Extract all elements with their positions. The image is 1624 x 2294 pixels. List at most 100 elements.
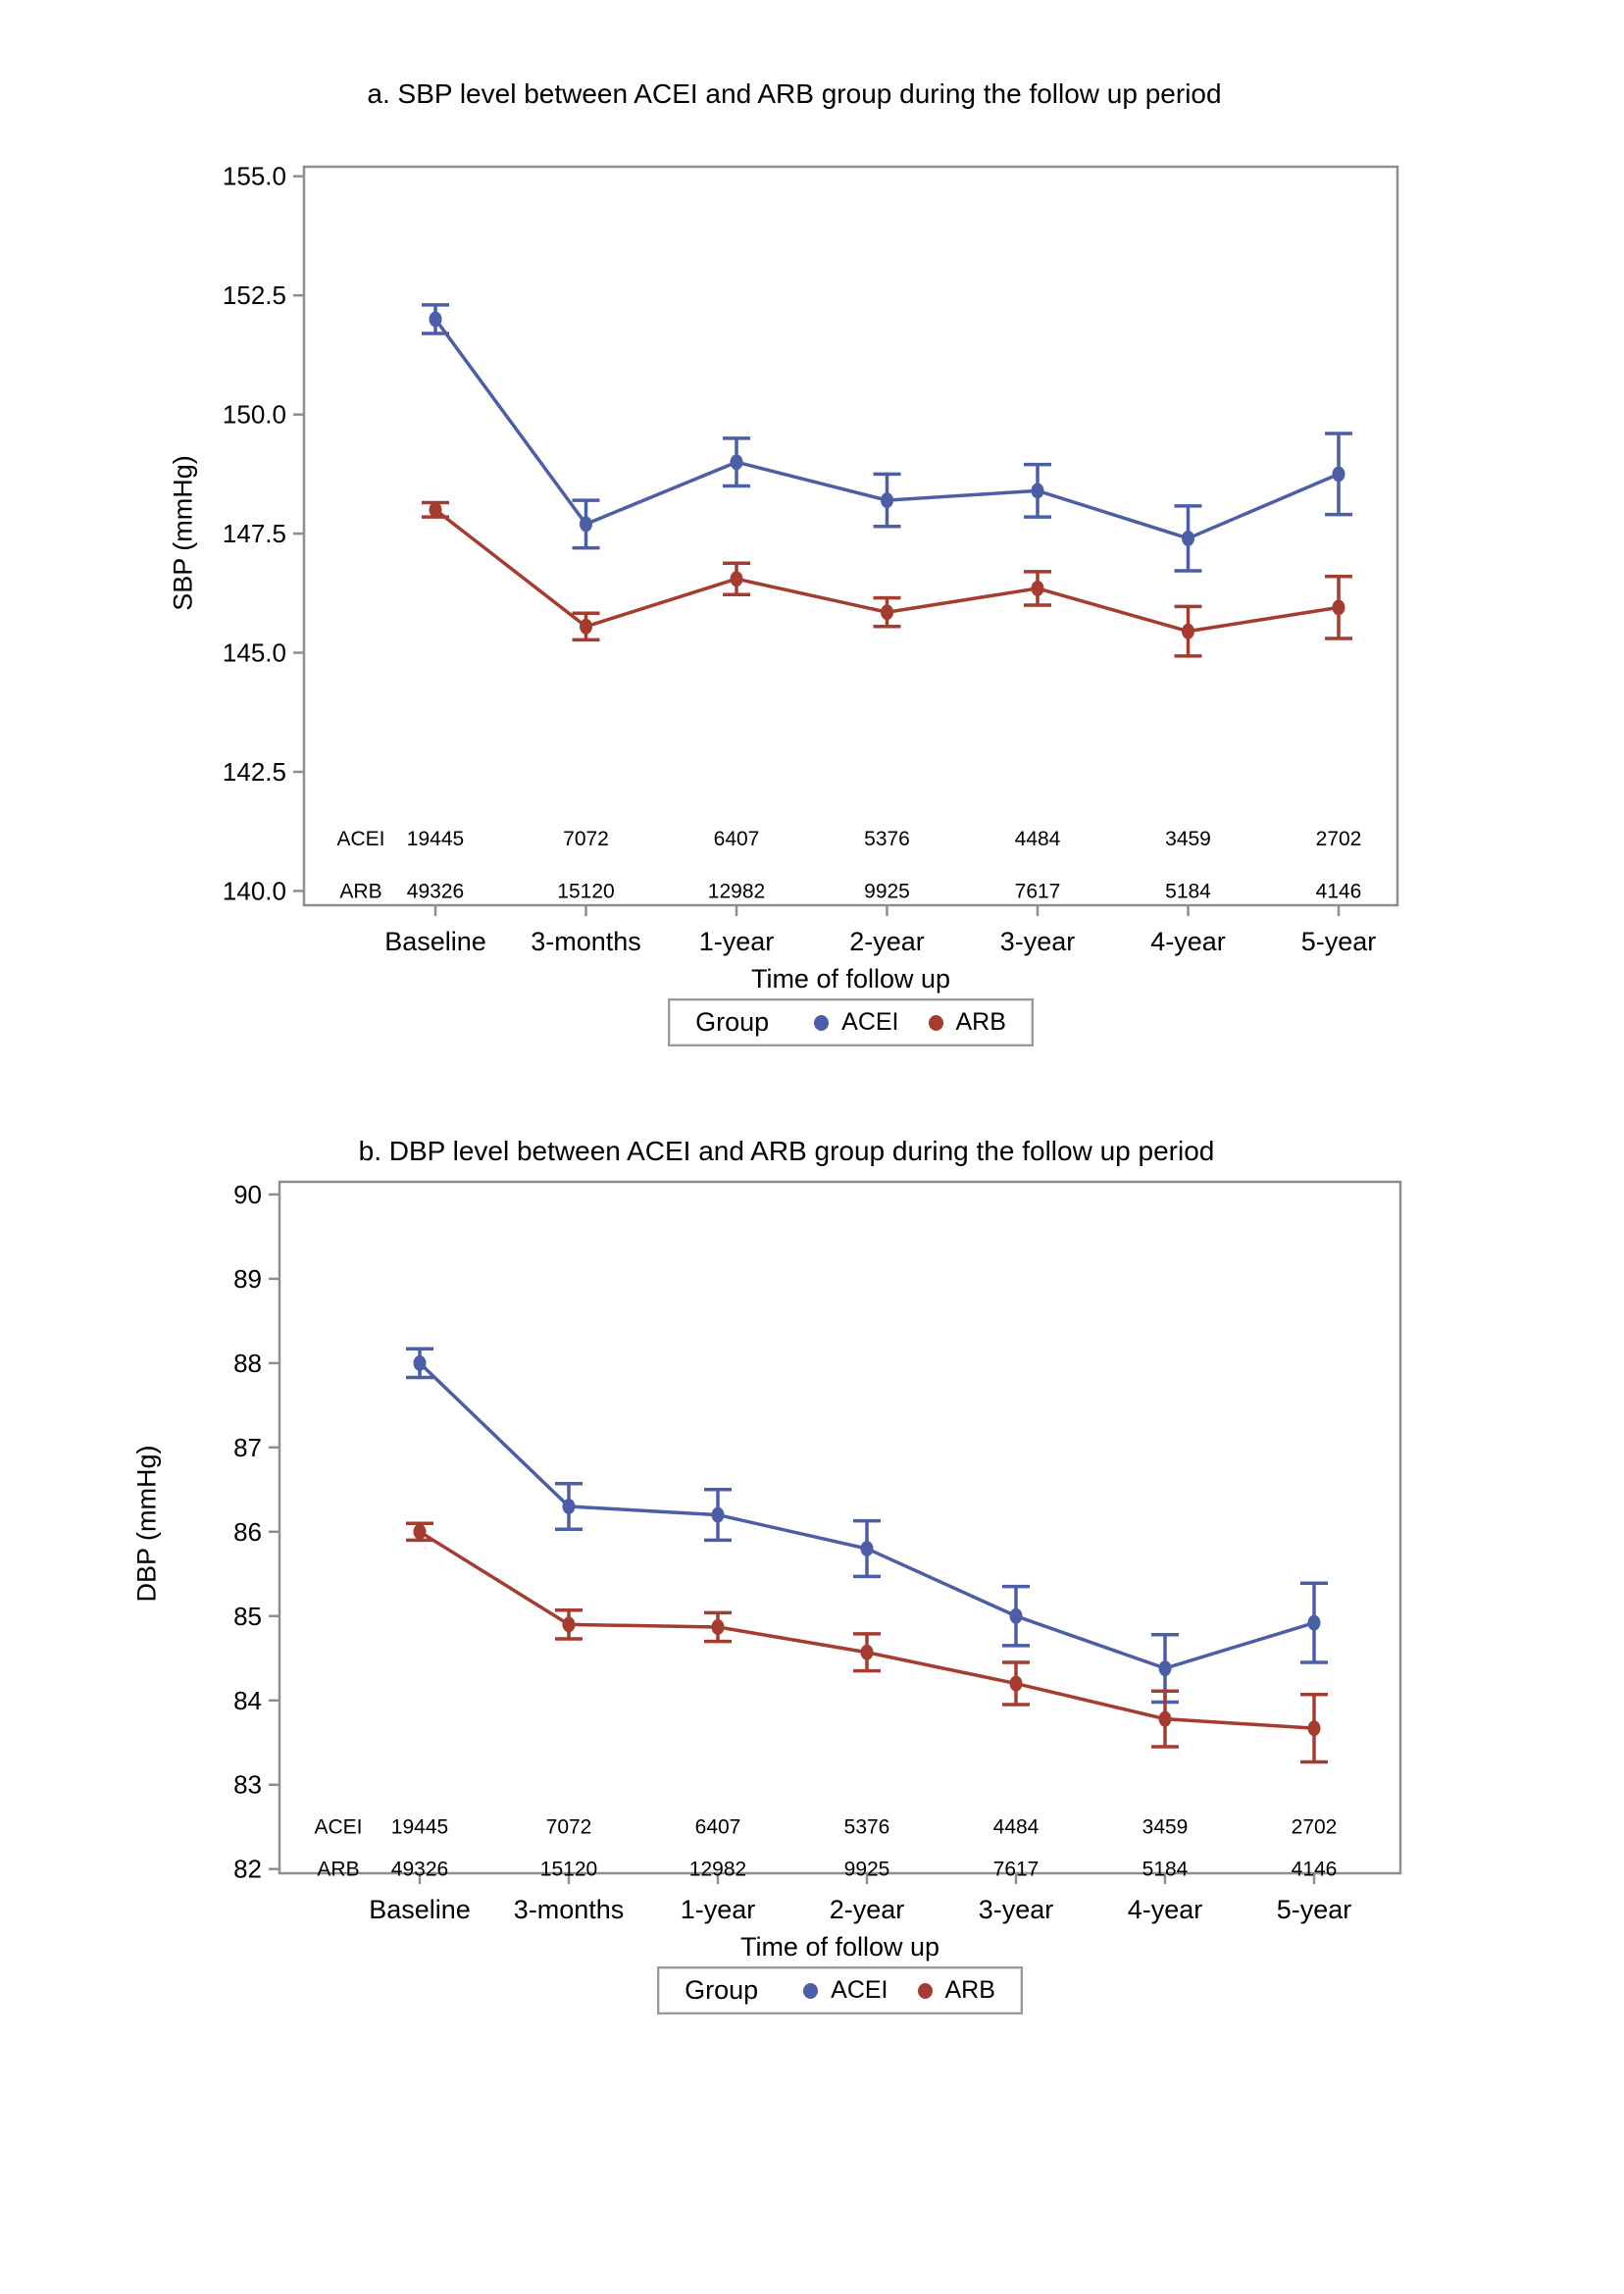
count-value: 5184 bbox=[1142, 1859, 1189, 1881]
count-value: 4146 bbox=[1316, 880, 1362, 902]
data-point-marker bbox=[1307, 1720, 1321, 1737]
y-tick-label: 147.5 bbox=[223, 519, 286, 548]
counts-row-label: ACEI bbox=[314, 1816, 362, 1839]
x-tick-label: Baseline bbox=[369, 1895, 471, 1924]
x-tick-label: 3-year bbox=[979, 1895, 1054, 1924]
data-point-marker bbox=[1307, 1614, 1321, 1631]
x-tick-label: 2-year bbox=[849, 927, 925, 956]
count-value: 9925 bbox=[864, 880, 910, 902]
count-value: 4146 bbox=[1292, 1859, 1338, 1881]
data-point-marker bbox=[580, 618, 592, 635]
data-point-marker bbox=[562, 1616, 576, 1633]
data-point-marker bbox=[1332, 466, 1345, 483]
x-tick-label: 1-year bbox=[681, 1895, 756, 1924]
data-point-marker bbox=[881, 604, 893, 621]
x-tick-label: 3-months bbox=[514, 1895, 625, 1924]
count-value: 7072 bbox=[563, 828, 609, 850]
x-tick-label: 5-year bbox=[1301, 927, 1377, 956]
legend-group-label: Group bbox=[685, 1975, 759, 2005]
y-tick-label: 86 bbox=[233, 1517, 262, 1547]
plot-frame bbox=[278, 1180, 1402, 1875]
data-point-marker bbox=[1158, 1660, 1172, 1677]
acei-dot-icon bbox=[814, 1014, 830, 1031]
x-tick-label: 4-year bbox=[1128, 1895, 1203, 1924]
legend-item-acei: ACEI bbox=[803, 1976, 888, 2005]
data-point-marker bbox=[1332, 599, 1345, 616]
x-tick-label: 1-year bbox=[699, 927, 775, 956]
x-tick-label: 2-year bbox=[830, 1895, 905, 1924]
count-value: 2702 bbox=[1316, 828, 1362, 850]
series-line bbox=[418, 1361, 1315, 1670]
y-tick-label: 89 bbox=[233, 1264, 262, 1294]
arb-dot-icon bbox=[928, 1014, 943, 1031]
data-point-marker bbox=[711, 1618, 725, 1635]
legend-item-arb: ARB bbox=[928, 1008, 1006, 1037]
y-tick-label: 140.0 bbox=[223, 876, 286, 905]
x-tick-label: 3-months bbox=[531, 927, 641, 956]
legend-item-arb: ARB bbox=[917, 1976, 995, 2005]
count-value: 7617 bbox=[993, 1859, 1040, 1881]
counts-row-acei: ACEI 19445 7072 6407 5376 4484 3459 2702 bbox=[314, 1816, 1337, 1839]
data-point-marker bbox=[1009, 1607, 1023, 1624]
y-tick-label: 145.0 bbox=[223, 638, 286, 668]
y-tick-label: 85 bbox=[233, 1602, 262, 1631]
y-tick-label: 155.0 bbox=[223, 162, 286, 191]
x-tick-label: 3-year bbox=[1000, 927, 1076, 956]
acei-dot-icon bbox=[803, 1982, 819, 1999]
counts-row-arb: ARB 49326 15120 12982 9925 7617 5184 4146 bbox=[339, 880, 1361, 902]
data-point-marker bbox=[413, 1523, 427, 1540]
dbp-series-acei bbox=[406, 1347, 1328, 1705]
count-value: 12982 bbox=[708, 880, 765, 902]
count-value: 4484 bbox=[1015, 828, 1061, 850]
counts-row-label: ACEI bbox=[336, 828, 384, 850]
counts-row-acei: ACEI 19445 7072 6407 5376 4484 3459 2702 bbox=[336, 828, 1361, 850]
count-value: 15120 bbox=[540, 1859, 597, 1881]
sbp-chart-title: a. SBP level between ACEI and ARB group … bbox=[367, 78, 1222, 109]
x-tick-label: Baseline bbox=[384, 927, 486, 956]
count-value: 49326 bbox=[391, 1859, 448, 1881]
sbp-x-axis-label: Time of follow up bbox=[750, 964, 951, 994]
sbp-legend: Group ACEI ARB bbox=[304, 998, 1397, 1046]
count-value: 2702 bbox=[1292, 1816, 1338, 1839]
arb-dot-icon bbox=[917, 1982, 933, 1999]
y-tick-label: 150.0 bbox=[223, 400, 286, 430]
y-tick-label: 142.5 bbox=[223, 757, 286, 787]
plot-frame bbox=[302, 165, 1399, 907]
data-point-marker bbox=[1031, 580, 1044, 596]
data-point-marker bbox=[730, 571, 743, 587]
count-value: 3459 bbox=[1165, 828, 1211, 850]
y-tick-label: 88 bbox=[233, 1349, 262, 1378]
data-point-marker bbox=[860, 1644, 874, 1660]
data-point-marker bbox=[580, 516, 592, 533]
y-tick-label: 84 bbox=[233, 1686, 262, 1715]
count-value: 7617 bbox=[1015, 880, 1061, 902]
count-value: 6407 bbox=[695, 1816, 741, 1839]
counts-row-label: ARB bbox=[317, 1859, 359, 1881]
legend-acei-label: ACEI bbox=[841, 1008, 899, 1036]
count-value: 19445 bbox=[391, 1816, 448, 1839]
data-point-marker bbox=[429, 311, 442, 328]
data-point-marker bbox=[1158, 1710, 1172, 1727]
legend-group-label: Group bbox=[695, 1007, 770, 1037]
data-point-marker bbox=[1182, 623, 1194, 639]
count-value: 49326 bbox=[407, 880, 464, 902]
data-point-marker bbox=[1182, 530, 1194, 546]
count-value: 4484 bbox=[993, 1816, 1040, 1839]
data-point-marker bbox=[429, 501, 442, 518]
sbp-plot-area: 155.0 152.5 150.0 147.5 145.0 142.5 140.0 Basel… bbox=[223, 162, 1399, 956]
count-value: 3459 bbox=[1142, 1816, 1189, 1839]
legend-arb-label: ARB bbox=[955, 1008, 1006, 1036]
count-value: 15120 bbox=[557, 880, 614, 902]
dbp-plot-area: 90 89 88 87 86 85 84 83 82 Baseline 3-months 1-year… bbox=[233, 1180, 1402, 1924]
x-tick-label: 5-year bbox=[1277, 1895, 1352, 1924]
sbp-legend-box: Group ACEI ARB bbox=[668, 998, 1034, 1046]
count-value: 5376 bbox=[844, 1816, 890, 1839]
count-value: 5184 bbox=[1165, 880, 1211, 902]
data-point-marker bbox=[1031, 483, 1044, 499]
data-point-marker bbox=[860, 1540, 874, 1556]
x-tick-label: 4-year bbox=[1150, 927, 1226, 956]
counts-row-arb: ARB 49326 15120 12982 9925 7617 5184 4146 bbox=[317, 1859, 1337, 1881]
legend-acei-label: ACEI bbox=[831, 1976, 888, 2004]
data-point-marker bbox=[881, 492, 893, 509]
